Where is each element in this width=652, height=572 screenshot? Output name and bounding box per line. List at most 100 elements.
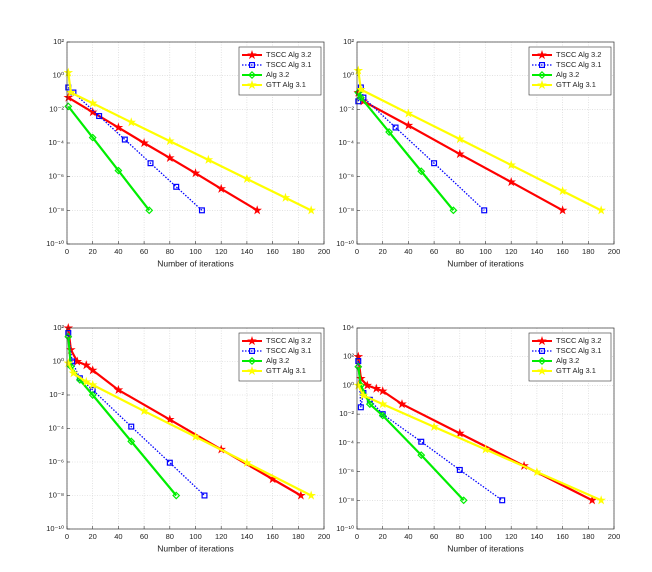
legend-marker [247,335,257,346]
legend-label: GTT Alg 3.1 [266,366,306,375]
legend-marker [247,79,257,90]
x-tick-label: 60 [140,247,148,256]
marker [173,183,180,190]
legend-marker [537,79,547,90]
marker [417,451,426,460]
axes-frame [356,41,615,245]
x-tick-label: 40 [404,532,412,541]
y-tick-label: 10⁻⁴ [338,138,354,147]
marker [64,102,73,111]
legend-label: TSCC Alg 3.2 [556,336,601,345]
marker [165,136,175,146]
marker [596,205,606,215]
x-tick-label: 140 [241,247,254,256]
x-axis-label: Number of iterations [447,258,524,268]
legend-marker [248,357,256,365]
legend-label: Alg 3.2 [556,356,579,365]
x-tick-label: 160 [556,247,569,256]
x-tick-label: 0 [65,247,69,256]
marker [358,390,369,400]
marker [63,358,74,368]
marker [165,152,175,162]
y-tick-label: 10² [343,37,354,46]
marker [172,491,181,500]
x-axis-label: Number of iterations [157,258,234,268]
marker [480,444,491,454]
marker [190,431,201,441]
y-tick-label: 10⁻¹⁰ [46,524,64,533]
marker [356,84,366,94]
y-tick-label: 10⁻⁶ [49,457,64,466]
marker [87,98,98,108]
legend-label: TSCC Alg 3.1 [266,60,311,69]
legend-marker [247,365,257,376]
marker [385,128,394,136]
marker [306,205,316,215]
x-tick-label: 0 [355,532,359,541]
x-tick-label: 160 [266,247,279,256]
y-tick-label: 10⁻⁶ [339,172,354,181]
y-tick-label: 10² [343,352,354,361]
legend-marker [537,49,547,60]
marker [114,166,123,175]
marker [121,136,128,143]
y-tick-label: 10⁻² [339,104,354,113]
legend-label: Alg 3.2 [266,356,289,365]
legend-marker [537,365,547,376]
y-tick-label: 10⁻² [49,390,64,399]
y-tick-label: 10⁰ [53,71,64,80]
marker [242,173,252,183]
marker [587,495,597,505]
legend-marker [249,348,256,355]
marker [353,380,364,390]
series-line [67,105,151,212]
x-tick-label: 140 [531,247,544,256]
x-tick-label: 180 [292,247,305,256]
axes-frame [356,327,615,530]
marker [354,362,363,371]
x-axis-label: Number of iterations [447,543,524,553]
x-tick-label: 20 [89,247,97,256]
marker [456,466,463,473]
legend-label: TSCC Alg 3.2 [266,50,311,59]
legend-label: TSCC Alg 3.1 [556,60,601,69]
x-tick-label: 0 [355,247,359,256]
x-tick-label: 60 [140,532,148,541]
subplot: 0 20 40 60 80 100 120 140 160 180 200 10⁻¹⁰ 10⁻⁸ 10⁻⁶… [46,322,330,553]
x-tick-label: 160 [266,532,279,541]
legend-label: GTT Alg 3.1 [556,366,596,375]
legend-label: Alg 3.2 [556,70,579,79]
marker [88,133,97,142]
marker [557,185,568,196]
marker [481,207,488,214]
marker [113,384,124,395]
marker [87,107,98,117]
series-line [357,87,485,211]
marker [392,124,399,131]
y-tick-label: 10⁰ [343,71,354,80]
marker [506,176,516,187]
x-tick-label: 100 [479,247,492,256]
x-tick-label: 0 [65,532,69,541]
marker [96,113,103,120]
marker [417,167,426,176]
marker [252,205,262,215]
legend-marker [538,61,545,68]
marker [357,404,364,411]
legend-marker [538,348,545,355]
x-tick-label: 160 [556,532,569,541]
y-tick-label: 10⁻² [49,104,64,113]
x-tick-label: 80 [456,247,464,256]
marker [165,414,175,424]
marker [378,411,387,420]
x-tick-label: 140 [531,532,544,541]
x-tick-label: 40 [114,247,122,256]
x-tick-label: 180 [582,532,595,541]
marker [429,421,439,431]
y-tick-label: 10⁻⁸ [49,205,64,214]
marker [455,134,465,144]
x-tick-label: 60 [430,532,438,541]
series-line [67,362,312,497]
